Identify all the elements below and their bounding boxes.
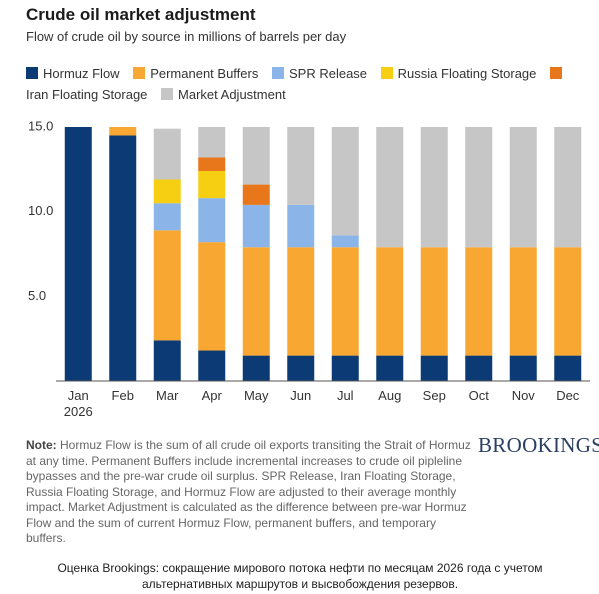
chart-title: Crude oil market adjustment [26, 5, 256, 24]
y-tick-label: 10.0 [28, 203, 53, 218]
bar-segment [420, 355, 448, 381]
bar-segment [64, 127, 92, 381]
legend-swatch [380, 67, 393, 79]
x-tick-label: Mar [156, 388, 179, 403]
bar-segment [331, 127, 359, 236]
x-tick-label: Oct [468, 388, 489, 403]
x-tick-label: May [243, 388, 269, 403]
bar-segment [420, 127, 448, 248]
legend-swatch [271, 67, 284, 79]
bar-segment [198, 127, 226, 158]
bar-segment [109, 135, 137, 381]
bar-segment [287, 127, 315, 205]
y-tick-label: 15.0 [28, 118, 53, 133]
legend-label: Iran Floating Storage [26, 87, 148, 102]
bar-segment [153, 340, 181, 381]
legend-item: Russia Floating Storage [380, 66, 537, 81]
legend-item: Permanent Buffers [133, 66, 258, 81]
legend-label: Russia Floating Storage [397, 66, 537, 81]
note-label: Note: [26, 438, 57, 452]
bar-segment [242, 184, 270, 205]
x-tick-label: Feb [111, 388, 134, 403]
bar-segment [153, 230, 181, 341]
x-tick-label: Aug [378, 388, 402, 403]
bar-segment [153, 203, 181, 231]
note-text: Hormuz Flow is the sum of all crude oil … [26, 438, 471, 545]
bar-segment [376, 247, 404, 356]
legend-label: Permanent Buffers [150, 66, 259, 81]
bar-segment [376, 127, 404, 248]
bar-segment [554, 127, 582, 248]
bar-segment [198, 157, 226, 172]
caption: Оценка Brookings: сокращение мирового по… [57, 561, 543, 591]
legend-swatch [26, 67, 38, 79]
y-tick-label: 5.0 [28, 288, 46, 303]
bar-segment [509, 355, 537, 381]
bar-segment [287, 204, 315, 248]
bar-segment [554, 355, 582, 381]
legend-item: Hormuz Flow [26, 66, 120, 81]
bar-segment [198, 198, 226, 243]
x-tick-label: Apr [201, 388, 222, 403]
bar-segment [465, 355, 493, 381]
bar-segment [198, 242, 226, 351]
bar-segment [509, 247, 537, 356]
bar-segment [331, 235, 359, 248]
legend-item: Market Adjustment [161, 87, 286, 102]
legend-label: SPR Release [288, 66, 368, 81]
brand-logo: BROOKINGS [478, 433, 599, 457]
x-tick-label: Jan 2026 [63, 388, 93, 419]
bar-segment [376, 355, 404, 381]
bar-segment [465, 127, 493, 248]
bar-segment [465, 247, 493, 356]
x-tick-label: Nov [511, 388, 535, 403]
bar-segment [554, 247, 582, 356]
bar-segment [198, 350, 226, 381]
bar-segment [242, 127, 270, 185]
bar-segment [287, 355, 315, 381]
bar-segment [242, 204, 270, 248]
legend-swatch [161, 88, 174, 100]
note: Note: Hormuz Flow is the sum of all crud… [26, 438, 471, 547]
bar-segment [331, 247, 359, 356]
bar-segment [331, 355, 359, 381]
bar-segment [109, 127, 137, 136]
bar-segment [242, 355, 270, 381]
legend-swatch [133, 67, 146, 79]
bar-segment [153, 128, 181, 180]
bar-segment [287, 247, 315, 356]
legend-item: Iran Floating Storage [26, 66, 567, 102]
bar-segment [420, 247, 448, 356]
x-tick-label: Jun [290, 388, 312, 403]
bar-segment [242, 247, 270, 356]
legend-label: Market Adjustment [178, 87, 286, 102]
bar-segment [198, 171, 226, 199]
bar-segment [153, 179, 181, 204]
x-tick-label: Sep [422, 388, 446, 403]
legend: Hormuz Flow Permanent Buffers SPR Releas… [26, 63, 574, 105]
legend-label: Hormuz Flow [43, 66, 120, 81]
x-tick-label: Dec [556, 388, 580, 403]
legend-item: SPR Release [271, 66, 368, 81]
chart-subtitle: Flow of crude oil by source in millions … [26, 29, 347, 44]
bar-segment [509, 127, 537, 248]
x-tick-label: Jul [336, 388, 354, 403]
legend-swatch [550, 67, 563, 79]
